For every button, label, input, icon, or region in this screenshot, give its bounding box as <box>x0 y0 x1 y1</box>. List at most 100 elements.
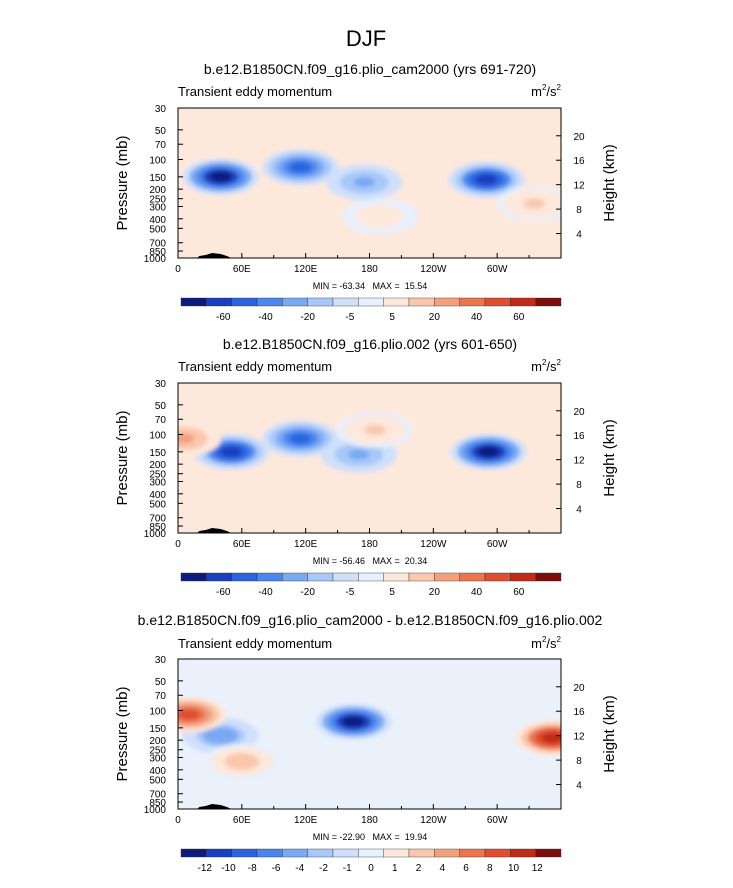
height-tick-label: 20 <box>573 683 585 694</box>
colorbar-swatch <box>206 297 232 307</box>
longitude-tick-label: 180 <box>361 815 378 826</box>
contour-level <box>541 732 561 744</box>
colorbar-swatch <box>459 848 486 858</box>
colorbar-swatch <box>180 297 207 307</box>
pressure-tick-label: 500 <box>149 499 166 510</box>
page-title: DJF <box>346 26 386 51</box>
pressure-tick-label: 250 <box>149 195 166 206</box>
colorbar-label: -40 <box>258 312 273 323</box>
longitude-axis: 0 60E 120E 180 120W 60W <box>175 804 530 826</box>
colorbar-swatch <box>510 848 536 858</box>
contour-level <box>348 449 370 460</box>
colorbar-swatch <box>510 572 536 582</box>
colorbar-label: -1 <box>343 863 352 874</box>
height-tick-label: 4 <box>576 505 582 516</box>
colorbar-swatch <box>510 297 536 307</box>
height-tick-label: 20 <box>573 407 585 418</box>
contour-level <box>289 433 312 444</box>
longitude-tick-label: 60W <box>487 264 508 275</box>
longitude-tick-label: 120E <box>294 539 318 550</box>
colorbar-label: 20 <box>429 587 441 598</box>
panel-title: b.e12.B1850CN.f09_g16.plio.002 (yrs 601-… <box>223 336 517 352</box>
colorbar-swatch <box>206 572 232 582</box>
longitude-tick-label: 60W <box>487 815 508 826</box>
colorbar-swatch <box>256 572 283 582</box>
colorbar-swatch <box>282 572 308 582</box>
colorbar-swatch <box>206 848 232 858</box>
panel-units: m2/s2 <box>531 635 561 651</box>
contour-level <box>369 211 391 222</box>
longitude-tick-label: 120E <box>294 815 318 826</box>
pressure-tick-label: 150 <box>149 724 166 735</box>
colorbar-swatch <box>332 572 359 582</box>
pressure-tick-label: 400 <box>149 766 166 777</box>
pressure-tick-label: 50 <box>155 401 167 412</box>
colorbar-swatch <box>332 297 359 307</box>
colorbar: -60 -40 -20 -5 5 20 40 60 <box>180 572 562 598</box>
colorbar-swatch <box>408 297 435 307</box>
pressure-tick-label: 30 <box>155 655 167 666</box>
pressure-tick-label: 200 <box>149 736 166 747</box>
contour-level <box>220 446 242 458</box>
colorbar-label: 8 <box>487 863 493 874</box>
height-tick-label: 16 <box>573 431 585 442</box>
contour-level <box>209 171 232 183</box>
pressure-tick-label: 700 <box>149 239 166 250</box>
colorbar-swatch <box>383 297 410 307</box>
longitude-tick-label: 0 <box>175 264 181 275</box>
colorbar-label: -2 <box>319 863 328 874</box>
longitude-axis: 0 60E 120E 180 120W 60W <box>175 528 530 550</box>
longitude-tick-label: 180 <box>361 539 378 550</box>
colorbar-label: -60 <box>216 587 231 598</box>
colorbar-label: -6 <box>272 863 281 874</box>
pressure-tick-label: 30 <box>155 379 167 390</box>
longitude-tick-label: 120W <box>420 264 447 275</box>
colorbar-swatch <box>535 848 562 858</box>
height-axis: 20 16 12 8 4 <box>556 683 585 792</box>
contour-level <box>231 756 253 767</box>
pressure-tick-label: 850 <box>149 522 166 533</box>
pressure-tick-label: 400 <box>149 490 166 501</box>
pressure-tick-label: 300 <box>149 202 166 213</box>
height-tick-label: 12 <box>573 181 585 192</box>
colorbar-swatch <box>180 848 207 858</box>
contour-level <box>523 198 546 209</box>
colorbar-label: 5 <box>389 587 395 598</box>
pressure-tick-label: 300 <box>149 753 166 764</box>
pressure-tick-label: 200 <box>149 460 166 471</box>
height-tick-label: 12 <box>573 456 585 467</box>
longitude-tick-label: 0 <box>175 539 181 550</box>
pressure-tick-label: 250 <box>149 746 166 757</box>
pressure-tick-label: 1000 <box>144 529 167 540</box>
pressure-tick-label: 400 <box>149 215 166 226</box>
colorbar-label: -12 <box>198 863 213 874</box>
colorbar-swatch <box>256 848 283 858</box>
colorbar-label: 12 <box>532 863 544 874</box>
longitude-axis: 0 60E 120E 180 120W 60W <box>175 253 530 275</box>
colorbar-label: -5 <box>345 312 354 323</box>
longitude-tick-label: 120E <box>294 264 318 275</box>
pressure-tick-label: 100 <box>149 431 166 442</box>
colorbar-swatch <box>535 572 562 582</box>
colorbar-swatch <box>535 297 562 307</box>
plot-area <box>178 108 561 258</box>
colorbar-swatch <box>434 848 460 858</box>
colorbar-label: 60 <box>513 312 525 323</box>
colorbar-swatch <box>434 297 460 307</box>
colorbar-swatch <box>434 572 460 582</box>
colorbar-swatch <box>459 572 486 582</box>
height-tick-label: 8 <box>576 480 582 491</box>
min-max-stats: MIN = -63.34 MAX = 15.54 <box>313 281 428 291</box>
contour-level <box>353 177 375 188</box>
pressure-tick-label: 100 <box>149 156 166 167</box>
longitude-tick-label: 0 <box>175 815 181 826</box>
pressure-tick-label: 50 <box>155 126 167 137</box>
panel-title: b.e12.B1850CN.f09_g16.plio_cam2000 - b.e… <box>138 612 603 628</box>
colorbar-label: -5 <box>345 587 354 598</box>
longitude-tick-label: 120W <box>420 815 447 826</box>
height-axis: 20 16 12 8 4 <box>556 407 585 516</box>
contour-level <box>342 716 365 727</box>
colorbar-swatch <box>484 848 511 858</box>
